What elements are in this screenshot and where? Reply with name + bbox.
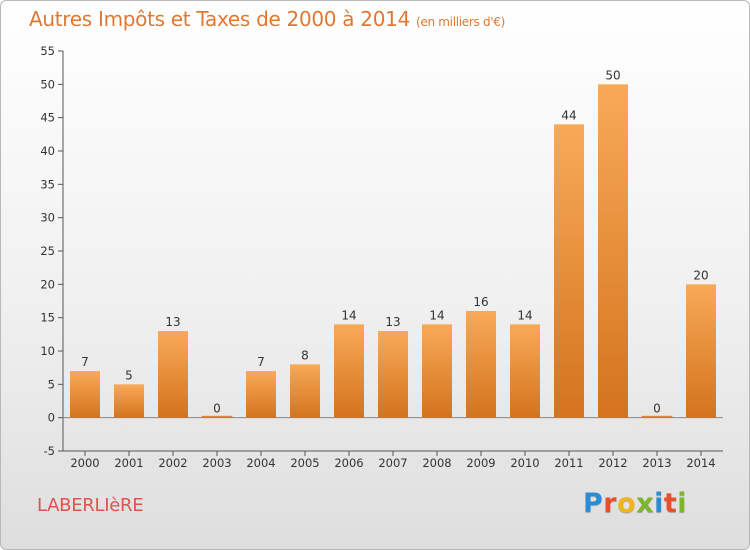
y-tick-label: 55 <box>40 44 55 58</box>
x-tick-label: 2003 <box>202 456 231 470</box>
x-tick-label: 2007 <box>378 456 407 470</box>
bar <box>70 371 100 418</box>
bar <box>422 324 452 418</box>
proxiti-logo: Proxiti <box>583 488 687 519</box>
logo-letter: o <box>617 488 637 519</box>
bar <box>686 284 716 418</box>
x-tick-label: 2005 <box>290 456 319 470</box>
bar-value-label: 50 <box>605 68 620 82</box>
bar-value-label: 0 <box>653 402 661 416</box>
y-tick-label: 40 <box>40 144 55 158</box>
bar <box>554 124 584 418</box>
y-tick-label: 20 <box>40 277 55 291</box>
bar <box>510 324 540 418</box>
x-tick-label: 2006 <box>334 456 363 470</box>
y-tick-label: 25 <box>40 244 55 258</box>
bar-value-label: 16 <box>473 295 488 309</box>
bar <box>158 331 188 418</box>
chart-title: Autres Impôts et Taxes de 2000 à 2014 (en… <box>29 7 505 31</box>
x-tick-label: 2004 <box>246 456 275 470</box>
logo-letter: P <box>583 488 604 519</box>
logo-letter: r <box>603 488 618 519</box>
bar <box>598 84 628 418</box>
commune-name: LABERLIèRE <box>37 495 144 516</box>
bar-value-label: 14 <box>429 308 444 322</box>
x-tick-label: 2013 <box>642 456 671 470</box>
logo-letter: i <box>677 488 688 519</box>
x-tick-label: 2000 <box>70 456 99 470</box>
y-tick-label: 50 <box>40 77 55 91</box>
x-tick-label: 2014 <box>686 456 715 470</box>
bar-series: 7 5 13 0 7 8 14 13 14 16 14 44 50 0 20 <box>70 68 716 418</box>
bar-value-label: 20 <box>693 268 708 282</box>
bar <box>201 415 233 418</box>
chart-unit: (en milliers d'€) <box>416 15 506 29</box>
bar-value-label: 44 <box>561 108 576 122</box>
y-tick-label: 35 <box>40 177 55 191</box>
logo-letter: x <box>636 488 655 519</box>
bar-value-label: 5 <box>125 368 133 382</box>
bar <box>114 384 144 418</box>
y-tick-label: 5 <box>48 377 55 391</box>
y-tick-label: 10 <box>40 344 55 358</box>
y-tick-label: 45 <box>40 111 55 125</box>
bar-value-label: 14 <box>517 308 532 322</box>
logo-letter: i <box>654 488 664 519</box>
bar <box>290 364 320 418</box>
x-tick-label: 2002 <box>158 456 187 470</box>
bar <box>246 371 276 418</box>
y-axis: -5 0 5 10 15 20 25 30 35 40 45 50 55 <box>40 44 64 458</box>
x-tick-label: 2009 <box>466 456 495 470</box>
bar-value-label: 13 <box>165 315 180 329</box>
x-tick-label: 2010 <box>510 456 539 470</box>
y-tick-label: -5 <box>44 444 55 458</box>
y-tick-label: 30 <box>40 211 55 225</box>
bar-value-label: 7 <box>257 355 265 369</box>
bar <box>466 311 496 418</box>
chart-title-text: Autres Impôts et Taxes de 2000 à 2014 <box>29 7 410 31</box>
bar-value-label: 7 <box>81 355 89 369</box>
bar-value-label: 8 <box>301 348 309 362</box>
bar-value-label: 13 <box>385 315 400 329</box>
x-tick-label: 2001 <box>114 456 143 470</box>
bar-value-label: 14 <box>341 308 356 322</box>
bar <box>378 331 408 418</box>
y-tick-label: 15 <box>40 311 55 325</box>
x-tick-label: 2008 <box>422 456 451 470</box>
x-tick-label: 2012 <box>598 456 627 470</box>
x-tick-label: 2011 <box>554 456 583 470</box>
bar <box>334 324 364 418</box>
bar <box>641 415 673 418</box>
x-axis: 2000 2001 2002 2003 2004 2005 2006 2007 2008 2009… <box>63 417 723 470</box>
bar-value-label: 0 <box>213 402 221 416</box>
y-tick-label: 0 <box>48 411 55 425</box>
logo-letter: t <box>663 488 678 519</box>
